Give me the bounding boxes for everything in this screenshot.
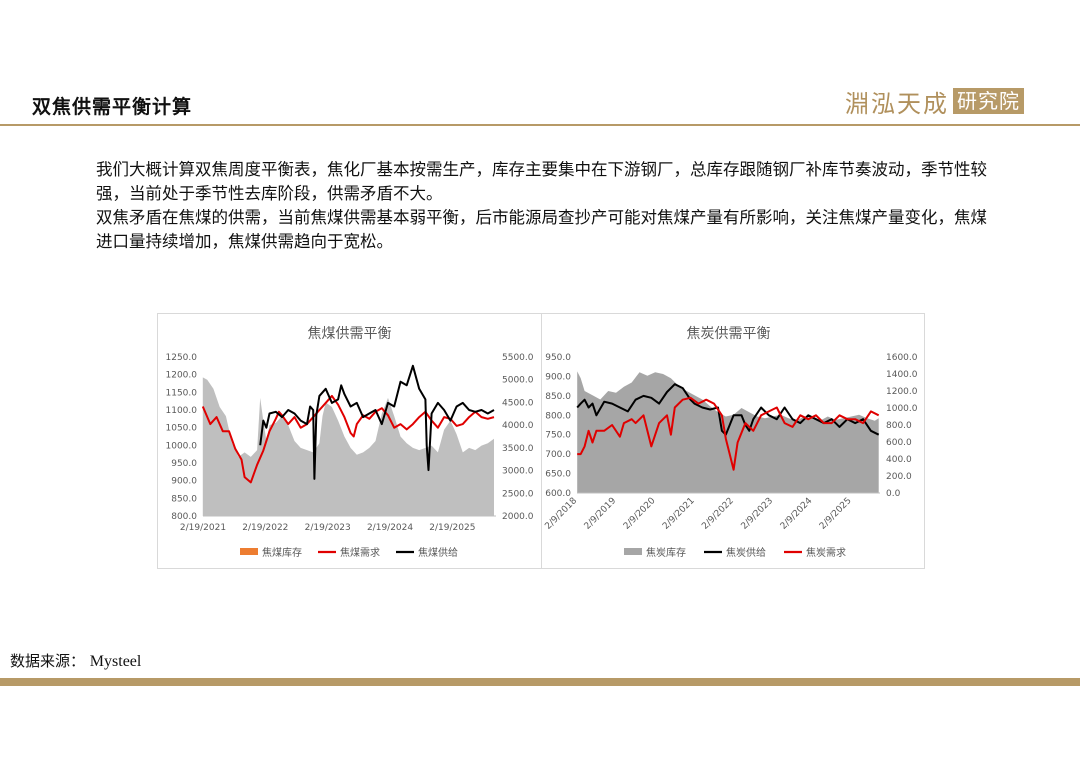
right-axis-tick-label: 1200.0 <box>886 387 918 397</box>
chart-title: 焦炭供需平衡 <box>687 326 771 342</box>
x-axis-tick-label: 2/9/2020 <box>622 496 658 532</box>
right-axis-tick-label: 1400.0 <box>886 370 918 380</box>
legend-label: 焦煤供给 <box>418 546 458 559</box>
brand-logo: 淵泓天成 研究院 <box>845 86 1024 118</box>
source-value: Mysteel <box>89 653 142 670</box>
series-area-0 <box>202 377 495 516</box>
left-axis-tick-label: 650.0 <box>545 470 571 480</box>
left-axis-tick-label: 900.0 <box>171 477 197 487</box>
right-axis-tick-label: 200.0 <box>886 472 912 482</box>
left-axis-tick-label: 950.0 <box>545 353 571 363</box>
brand-logo-text: 淵泓天成 <box>845 89 949 118</box>
coke-chart: 焦炭供需平衡 600.0 650.0 700.0 750.0 800.0 850.0 900.… <box>543 326 918 559</box>
right-axis-tick-label: 1000.0 <box>886 404 918 414</box>
x-axis-tick-label: 2/19/2022 <box>242 523 288 533</box>
coking-coal-chart: 焦煤供需平衡 800.0 850.0 900.0 950.0 1000.0 1050.0 11… <box>166 326 534 559</box>
body-text: 我们大概计算双焦周度平衡表，焦化厂基本按需生产，库存主要集中在下游钢厂，总库存跟… <box>96 158 996 254</box>
x-axis-tick-label: 2/19/2024 <box>367 523 413 533</box>
legend-label: 焦炭需求 <box>806 546 846 559</box>
right-axis-tick-label: 600.0 <box>886 438 912 448</box>
left-axis-tick-label: 900.0 <box>545 372 571 382</box>
right-axis-tick-label: 4000.0 <box>502 421 534 431</box>
right-axis-tick-label: 1600.0 <box>886 353 918 363</box>
series-line-2 <box>577 396 880 471</box>
legend-label: 焦炭库存 <box>646 546 686 559</box>
x-axis-tick-label: 2/9/2021 <box>661 496 697 532</box>
coke-chart-panel: 焦炭供需平衡 600.0 650.0 700.0 750.0 800.0 850.0 900.… <box>541 313 925 569</box>
legend-label: 焦煤库存 <box>262 546 302 559</box>
x-axis-tick-label: 2/9/2025 <box>818 496 854 532</box>
series-line-1 <box>201 394 495 484</box>
right-axis-tick-label: 2500.0 <box>502 489 534 499</box>
series-line-2 <box>259 364 495 480</box>
right-axis-tick-label: 3500.0 <box>502 444 534 454</box>
right-axis-tick-label: 4500.0 <box>502 398 534 408</box>
series-area-0 <box>577 371 879 493</box>
left-axis-tick-label: 1100.0 <box>166 406 198 416</box>
x-axis-tick-label: 2/9/2024 <box>779 496 815 532</box>
source-label: 数据来源： <box>10 652 86 670</box>
legend-swatch <box>240 548 258 555</box>
right-axis-tick-label: 2000.0 <box>502 512 534 522</box>
left-axis-tick-label: 700.0 <box>545 450 571 460</box>
header-divider <box>0 124 1080 126</box>
left-axis-tick-label: 1000.0 <box>166 441 198 451</box>
right-axis-tick-label: 3000.0 <box>502 467 534 477</box>
legend-swatch <box>624 548 642 555</box>
left-axis-tick-label: 600.0 <box>545 489 571 499</box>
left-axis-tick-label: 1150.0 <box>166 388 198 398</box>
left-axis-tick-label: 750.0 <box>545 431 571 441</box>
x-axis-tick-label: 2/19/2021 <box>180 523 226 533</box>
x-axis-tick-label: 2/9/2019 <box>583 496 619 532</box>
footer-divider <box>0 678 1080 686</box>
left-axis-tick-label: 950.0 <box>171 459 197 469</box>
data-source: 数据来源： Mysteel <box>10 650 141 671</box>
x-axis-tick-label: 2/9/2018 <box>543 496 579 532</box>
x-axis-tick-label: 2/19/2025 <box>429 523 475 533</box>
right-axis-tick-label: 0.0 <box>886 489 901 499</box>
right-axis-tick-label: 400.0 <box>886 455 912 465</box>
left-axis-tick-label: 850.0 <box>545 392 571 402</box>
left-axis-tick-label: 1200.0 <box>166 371 198 381</box>
left-axis-tick-label: 800.0 <box>171 512 197 522</box>
legend-label: 焦炭供给 <box>726 546 766 559</box>
right-axis-tick-label: 5000.0 <box>502 376 534 386</box>
right-axis-tick-label: 5500.0 <box>502 353 534 363</box>
right-axis-tick-label: 800.0 <box>886 421 912 431</box>
coking-coal-chart-panel: 焦煤供需平衡 800.0 850.0 900.0 950.0 1000.0 1050.0 11… <box>157 313 542 569</box>
page-title: 双焦供需平衡计算 <box>32 96 193 118</box>
left-axis-tick-label: 800.0 <box>545 411 571 421</box>
legend-label: 焦煤需求 <box>340 546 380 559</box>
x-axis-tick-label: 2/9/2023 <box>740 496 776 532</box>
x-axis-tick-label: 2/19/2023 <box>305 523 351 533</box>
x-axis-tick-label: 2/9/2022 <box>700 496 736 532</box>
left-axis-tick-label: 1050.0 <box>166 424 198 434</box>
paragraph-2: 双焦矛盾在焦煤的供需，当前焦煤供需基本弱平衡，后市能源局查抄产可能对焦煤产量有所… <box>96 208 987 251</box>
left-axis-tick-label: 1250.0 <box>166 353 198 363</box>
chart-title: 焦煤供需平衡 <box>308 326 392 342</box>
paragraph-1: 我们大概计算双焦周度平衡表，焦化厂基本按需生产，库存主要集中在下游钢厂，总库存跟… <box>96 160 987 203</box>
brand-logo-box: 研究院 <box>953 88 1024 114</box>
left-axis-tick-label: 850.0 <box>171 494 197 504</box>
